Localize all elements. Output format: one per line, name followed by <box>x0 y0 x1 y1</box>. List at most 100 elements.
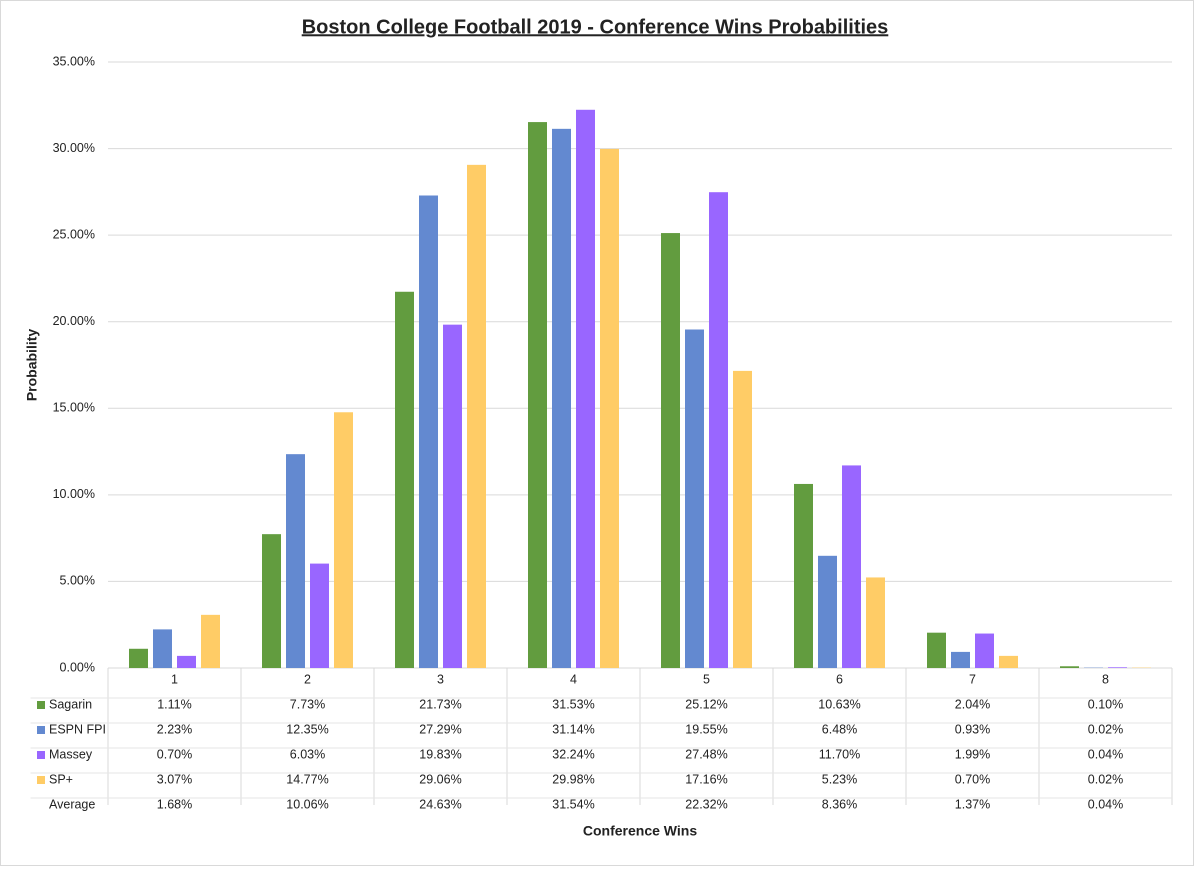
legend-label: SP+ <box>49 772 73 786</box>
table-cell: 31.53% <box>552 697 594 711</box>
bar <box>177 655 196 668</box>
legend-label: Sagarin <box>49 697 92 711</box>
table-cell: 5.23% <box>822 772 857 786</box>
table-cell: 19.83% <box>419 747 461 761</box>
x-tick-label: 7 <box>969 672 976 686</box>
table-cell: 0.04% <box>1088 747 1123 761</box>
table-cell: 0.02% <box>1088 772 1123 786</box>
legend-key <box>37 701 45 709</box>
table-cell: 2.04% <box>955 697 990 711</box>
table-cell: 0.10% <box>1088 697 1123 711</box>
x-tick-label: 2 <box>304 672 311 686</box>
legend-key <box>37 726 45 734</box>
legend-label: ESPN FPI <box>49 722 106 736</box>
x-tick-label: 3 <box>437 672 444 686</box>
bar <box>733 370 752 668</box>
y-tick-label: 30.00% <box>53 141 95 155</box>
bar <box>818 555 837 668</box>
x-tick-label: 1 <box>171 672 178 686</box>
table-cell: 8.36% <box>822 797 857 811</box>
table-cell: 25.12% <box>685 697 727 711</box>
bar <box>443 324 462 668</box>
bar <box>552 128 571 669</box>
table-cell: 27.29% <box>419 722 461 736</box>
bar <box>310 563 329 668</box>
bar <box>1060 666 1079 668</box>
table-cell: 0.04% <box>1088 797 1123 811</box>
bar <box>999 655 1018 668</box>
table-cell: 10.06% <box>286 797 328 811</box>
y-tick-label: 35.00% <box>53 54 95 68</box>
bar <box>794 483 813 668</box>
table-cell: 31.54% <box>552 797 594 811</box>
y-tick-label: 25.00% <box>53 227 95 241</box>
bar <box>395 291 414 668</box>
table-cell: 31.14% <box>552 722 594 736</box>
bar <box>951 651 970 668</box>
bar <box>467 164 486 668</box>
bar <box>286 454 305 668</box>
legend-key <box>37 776 45 784</box>
bar <box>1108 667 1127 668</box>
table-cell: 1.11% <box>157 697 192 711</box>
table-cell: 14.77% <box>286 772 328 786</box>
bar <box>866 577 885 668</box>
table-cell: 12.35% <box>286 722 328 736</box>
bar <box>975 633 994 668</box>
chart-title: Boston College Football 2019 - Conferenc… <box>302 16 889 38</box>
bar <box>927 632 946 668</box>
bar <box>528 122 547 669</box>
table-cell: 6.48% <box>822 722 857 736</box>
table-cell: 2.23% <box>157 722 192 736</box>
bar <box>153 629 172 668</box>
table-cell: 27.48% <box>685 747 727 761</box>
table-cell: 10.63% <box>818 697 860 711</box>
table-cell: 29.98% <box>552 772 594 786</box>
y-tick-label: 10.00% <box>53 487 95 501</box>
bar <box>262 534 281 668</box>
x-axis-title: Conference Wins <box>583 823 697 839</box>
table-cell: 32.24% <box>552 747 594 761</box>
table-cell: 1.37% <box>955 797 990 811</box>
y-axis-title: Probability <box>24 329 40 402</box>
y-tick-label: 15.00% <box>53 401 95 415</box>
table-cell: 22.32% <box>685 797 727 811</box>
bar <box>419 195 438 668</box>
x-tick-label: 8 <box>1102 672 1109 686</box>
table-cell: 0.93% <box>955 722 990 736</box>
bar <box>201 614 220 668</box>
table-cell: 11.70% <box>819 747 860 761</box>
bar <box>709 192 728 668</box>
bar <box>661 233 680 669</box>
table-cell: 6.03% <box>290 747 325 761</box>
table-cell: 3.07% <box>157 772 192 786</box>
bar <box>685 329 704 668</box>
table-cell: 0.02% <box>1088 722 1123 736</box>
x-tick-label: 4 <box>570 672 577 686</box>
legend-key <box>37 751 45 759</box>
table-cell: 29.06% <box>419 772 461 786</box>
table-cell: 19.55% <box>685 722 727 736</box>
y-tick-label: 20.00% <box>53 314 95 328</box>
bar <box>842 465 861 668</box>
legend-label: Massey <box>49 747 93 761</box>
table-cell: 1.68% <box>157 797 192 811</box>
bar <box>334 412 353 668</box>
x-tick-label: 6 <box>836 672 843 686</box>
table-cell: 17.16% <box>685 772 727 786</box>
table-cell: 0.70% <box>157 747 192 761</box>
table-cell: 0.70% <box>955 772 990 786</box>
x-tick-label: 5 <box>703 672 710 686</box>
table-cell: 24.63% <box>419 797 461 811</box>
table-cell: 1.99% <box>955 747 990 761</box>
bar <box>129 648 148 668</box>
y-tick-label: 0.00% <box>60 660 95 674</box>
table-cell: 21.73% <box>419 697 461 711</box>
table-cell: 7.73% <box>290 697 325 711</box>
y-tick-label: 5.00% <box>60 574 95 588</box>
bar <box>576 109 595 669</box>
bar <box>600 148 619 668</box>
